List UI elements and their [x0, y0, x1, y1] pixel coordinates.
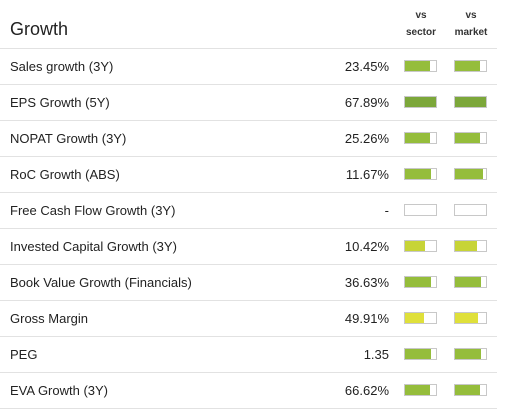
- metric-value: 49.91%: [344, 311, 389, 326]
- vs-sector-header-line2: sector: [405, 27, 436, 38]
- vs-market-indicator: [454, 348, 487, 360]
- vs-market-indicator: [454, 276, 487, 288]
- metric-label: Invested Capital Growth (3Y): [10, 239, 177, 254]
- vs-sector-indicator-fill: [405, 241, 426, 251]
- vs-sector-indicator: [404, 276, 437, 288]
- table-row[interactable]: Sales growth (3Y) 23.45%: [0, 49, 497, 85]
- table-row[interactable]: PEG 1.35: [0, 337, 497, 373]
- table-row[interactable]: Gross Margin 49.91%: [0, 301, 497, 337]
- vs-sector-indicator-fill: [405, 97, 436, 107]
- vs-sector-indicator: [404, 60, 437, 72]
- metric-value: 11.67%: [345, 167, 389, 182]
- table-row[interactable]: Book Value Growth (Financials) 36.63%: [0, 265, 497, 301]
- vs-market-indicator: [454, 312, 487, 324]
- metric-value: 1.35: [363, 347, 389, 362]
- metric-value: 23.45%: [344, 59, 389, 74]
- vs-market-indicator-fill: [455, 97, 486, 107]
- table-row[interactable]: Invested Capital Growth (3Y) 10.42%: [0, 229, 497, 265]
- metric-label: EPS Growth (5Y): [10, 95, 110, 110]
- vs-market-header-line2: market: [454, 27, 488, 38]
- vs-sector-indicator-fill: [405, 61, 430, 71]
- metric-label: EVA Growth (3Y): [10, 383, 109, 398]
- vs-sector-indicator: [404, 96, 437, 108]
- vs-market-indicator-fill: [455, 61, 480, 71]
- vs-sector-column-header: vs sector: [396, 7, 446, 41]
- vs-sector-indicator-fill: [405, 349, 432, 359]
- table-row[interactable]: EVA Growth (3Y) 66.62%: [0, 373, 497, 409]
- metric-value: 25.26%: [344, 131, 389, 146]
- table-row[interactable]: EPS Growth (5Y) 67.89%: [0, 85, 497, 121]
- vs-market-indicator-fill: [455, 349, 482, 359]
- vs-market-indicator-fill: [455, 133, 480, 143]
- vs-market-indicator: [454, 204, 487, 216]
- vs-market-indicator: [454, 240, 487, 252]
- metric-value: 10.42%: [344, 239, 389, 254]
- vs-sector-header-line1: vs: [415, 10, 427, 21]
- metric-value: 66.62%: [344, 383, 389, 398]
- vs-market-indicator: [454, 60, 487, 72]
- vs-market-indicator: [454, 384, 487, 396]
- metric-value: 36.63%: [344, 275, 389, 290]
- section-title: Growth: [10, 19, 69, 39]
- vs-market-indicator-fill: [455, 313, 479, 323]
- vs-market-header-line1: vs: [465, 10, 477, 21]
- vs-market-indicator-fill: [455, 169, 483, 179]
- metric-value: -: [384, 203, 389, 218]
- vs-sector-indicator: [404, 132, 437, 144]
- vs-market-indicator-fill: [455, 385, 480, 395]
- vs-sector-indicator: [404, 384, 437, 396]
- table-row[interactable]: NOPAT Growth (3Y) 25.26%: [0, 121, 497, 157]
- table-row[interactable]: Free Cash Flow Growth (3Y) -: [0, 193, 497, 229]
- vs-market-column-header: vs market: [446, 7, 496, 41]
- vs-sector-indicator-fill: [405, 277, 432, 287]
- metric-label: Sales growth (3Y): [10, 59, 114, 74]
- table-row[interactable]: RoC Growth (ABS) 11.67%: [0, 157, 497, 193]
- growth-table: Growth vs sector vs market Sales growth …: [0, 0, 497, 409]
- vs-market-indicator: [454, 96, 487, 108]
- metric-label: Book Value Growth (Financials): [10, 275, 192, 290]
- vs-market-indicator: [454, 132, 487, 144]
- vs-sector-indicator-fill: [405, 385, 430, 395]
- table-header: Growth vs sector vs market: [0, 0, 497, 49]
- vs-market-indicator-fill: [455, 241, 477, 251]
- metric-label: Free Cash Flow Growth (3Y): [10, 203, 176, 218]
- vs-sector-indicator: [404, 204, 437, 216]
- vs-sector-indicator: [404, 348, 437, 360]
- vs-market-indicator-fill: [455, 277, 482, 287]
- metric-label: NOPAT Growth (3Y): [10, 131, 127, 146]
- vs-sector-indicator: [404, 312, 437, 324]
- metric-value: 67.89%: [344, 95, 389, 110]
- vs-sector-indicator-fill: [405, 169, 432, 179]
- vs-sector-indicator-fill: [405, 133, 430, 143]
- table-body: Sales growth (3Y) 23.45% EPS Growth (5Y) 67…: [0, 49, 497, 409]
- vs-sector-indicator: [404, 240, 437, 252]
- vs-sector-indicator-fill: [405, 313, 424, 323]
- vs-sector-indicator: [404, 168, 437, 180]
- metric-label: RoC Growth (ABS): [10, 167, 120, 182]
- vs-market-indicator: [454, 168, 487, 180]
- metric-label: Gross Margin: [10, 311, 89, 326]
- metric-label: PEG: [10, 347, 38, 362]
